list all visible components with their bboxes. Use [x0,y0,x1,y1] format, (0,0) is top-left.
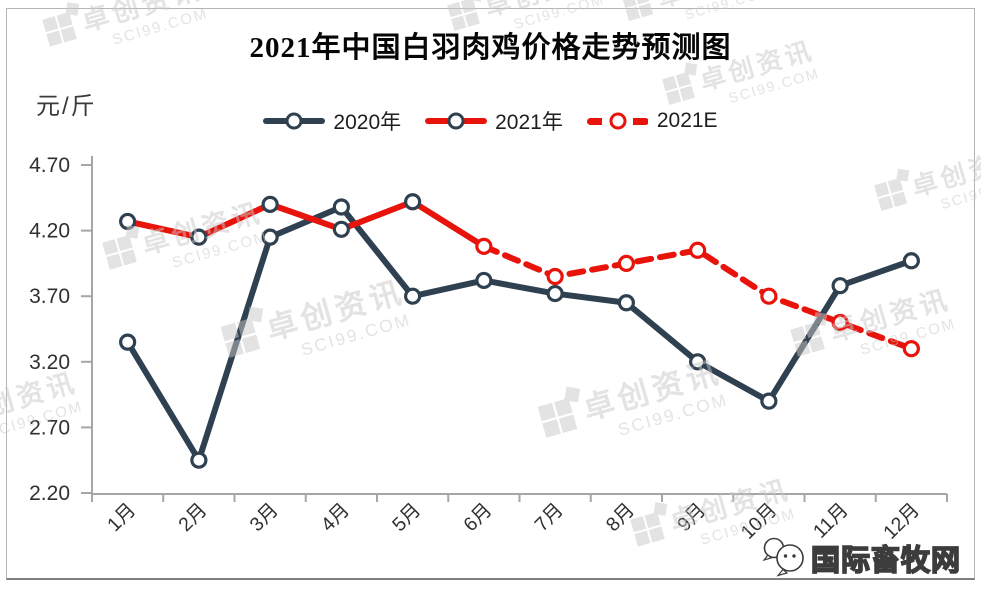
legend-label-2020: 2020年 [333,111,402,134]
data-point-2020年-m9 [689,353,707,371]
x-tick-label: 7月 [531,499,568,536]
legend-item-2020: 2020年 [263,106,401,136]
data-point-2021年-m4 [332,220,350,238]
legend-marker-2020-icon [285,112,303,130]
x-tick-label: 9月 [673,499,710,536]
data-point-2021E-m6 [475,237,493,255]
y-tick-label: 3.70 [29,285,70,308]
legend-item-2021e: 2021E [586,109,718,133]
data-point-2020年-m7 [546,284,564,303]
chart-title: 2021年中国白羽肉鸡价格走势预测图 [249,32,732,64]
data-point-2020年-m6 [475,271,493,290]
x-tick-label: 5月 [388,499,425,536]
y-tick-label: 4.70 [29,154,70,177]
data-point-2021E-m10 [760,287,778,305]
legend-line-2021e-icon [586,112,649,130]
y-axis-unit-label: 元/斤 [36,93,97,120]
x-tick-label: 2月 [174,499,211,536]
data-point-2020年-m12 [902,252,920,270]
data-point-2021E-m7 [546,267,564,286]
legend-line-2021-icon [425,112,488,130]
x-tick-label: 3月 [246,499,283,536]
legend-item-2021: 2021年 [425,106,563,136]
data-point-2020年-m3 [261,228,279,246]
legend-label-2021: 2021年 [495,111,563,134]
data-point-2021年-m3 [261,195,279,213]
series-line-2020年 [124,203,915,464]
legend-label-2021e: 2021E [656,109,718,132]
data-point-2020年-m5 [404,287,422,305]
data-point-2021E-m11 [831,313,849,332]
legend: 2020年 2021年 2021E [0,106,981,136]
y-tick-label: 2.20 [29,482,70,505]
brand-name: 国际畜牧网 [810,544,962,578]
data-point-2020年-m8 [617,294,635,312]
y-tick-label: 3.20 [29,351,70,374]
data-point-2021年-m1 [119,212,137,231]
legend-marker-2021e-icon [609,112,627,130]
chat-bubbles-icon [762,537,804,577]
data-point-2020年-m10 [760,392,778,410]
data-point-2021E-m9 [689,241,707,259]
x-tick-label: 4月 [317,499,354,536]
data-point-2020年-m1 [119,333,137,351]
x-tick-label: 6月 [459,499,496,536]
x-tick-label: 1月 [103,499,140,536]
y-tick-label: 2.70 [29,416,70,439]
data-point-2021E-m12 [902,340,920,358]
legend-marker-2021-icon [447,112,465,130]
data-point-2021E-m8 [617,254,635,272]
data-point-2020年-m11 [831,277,849,295]
data-point-2021年-m2 [190,228,208,246]
data-point-2021年-m5 [404,193,422,211]
data-point-2020年-m2 [190,451,208,469]
legend-line-2020-icon [263,112,326,130]
x-tick-label: 8月 [602,499,639,536]
series-line-2021年 [124,198,487,250]
brand: 国际畜牧网 [760,536,961,580]
data-point-2020年-m4 [332,198,350,216]
y-tick-label: 4.20 [29,220,70,243]
